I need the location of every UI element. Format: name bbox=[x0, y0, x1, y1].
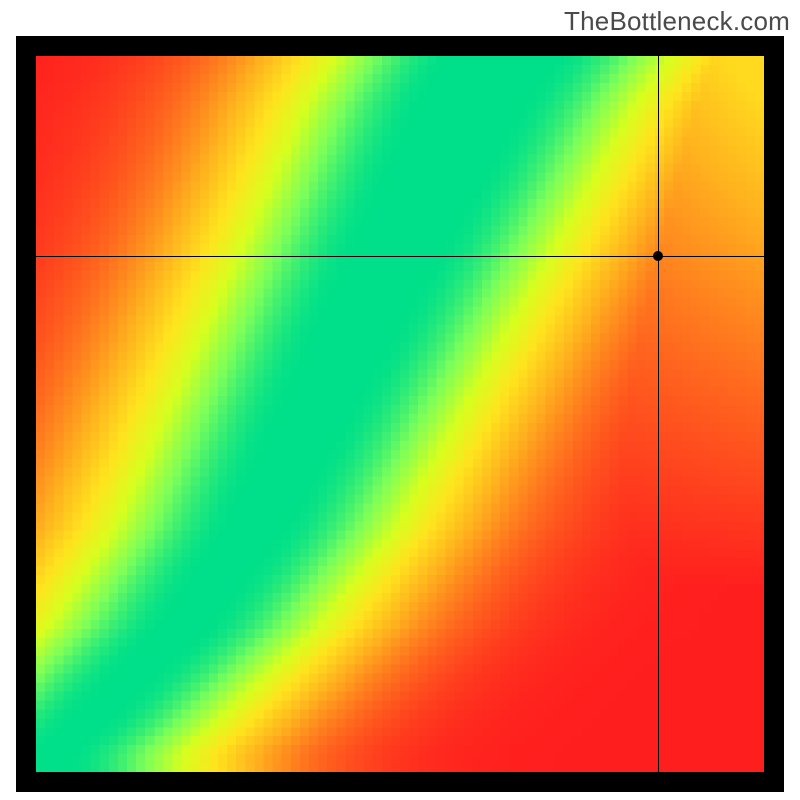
heatmap-canvas bbox=[36, 56, 764, 772]
watermark-text: TheBottleneck.com bbox=[564, 6, 790, 37]
plot-area bbox=[36, 56, 764, 772]
crosshair-vertical bbox=[658, 56, 659, 772]
marker-dot bbox=[653, 251, 663, 261]
plot-outer-frame bbox=[16, 36, 784, 792]
